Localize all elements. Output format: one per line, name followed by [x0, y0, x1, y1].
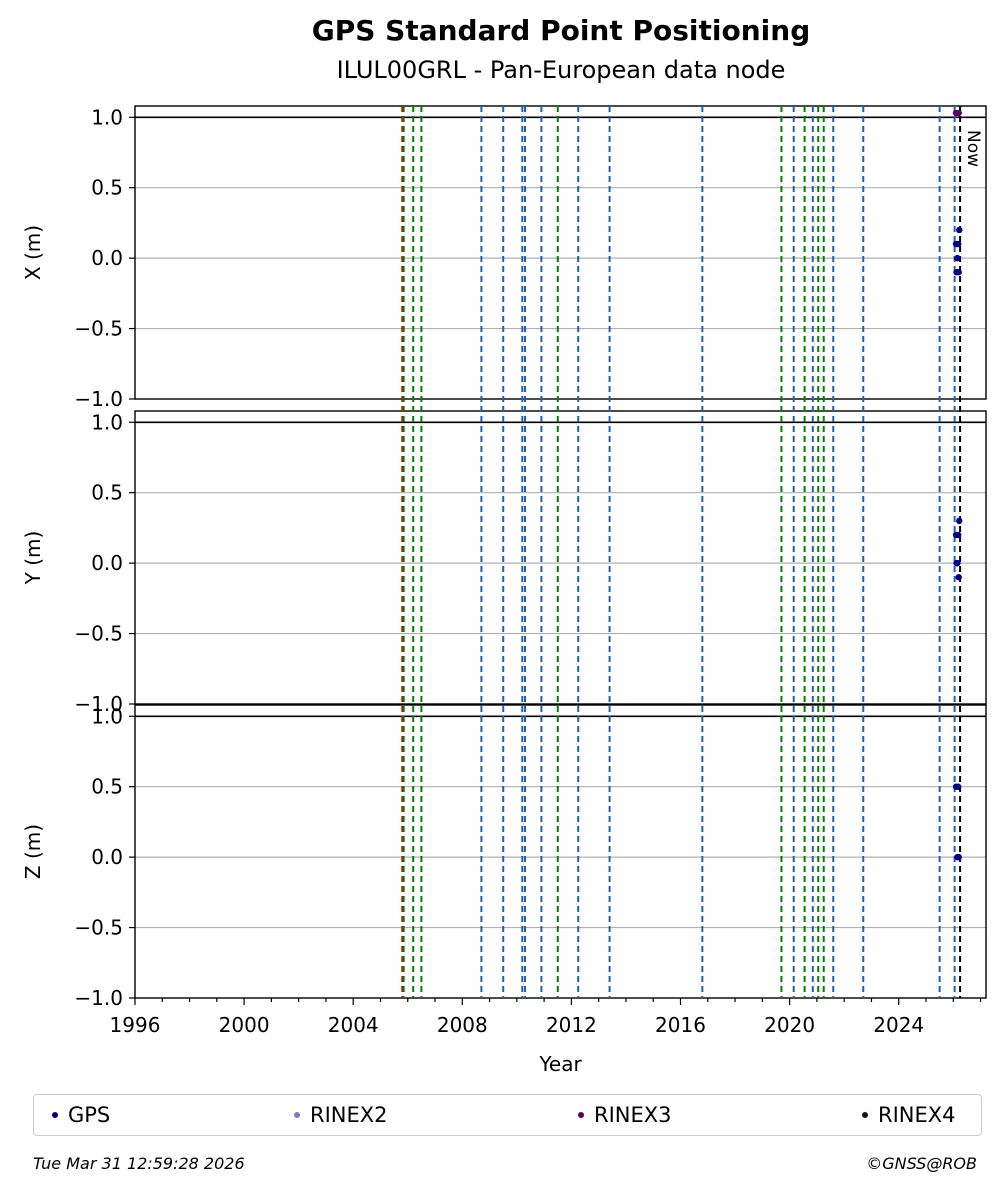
data-point [956, 517, 963, 525]
legend-item-rinex3: RINEX3 [578, 1103, 672, 1127]
y-tick-label: −1.0 [74, 692, 123, 716]
y-tick-label: 0.5 [91, 176, 123, 200]
x-axis-label: Year [538, 1052, 582, 1076]
y-tick-label: 1.0 [91, 704, 123, 728]
y-tick-label: 1.0 [91, 410, 123, 434]
y-axis-label: Y (m) [21, 531, 45, 586]
x-tick-label: 2012 [546, 1013, 597, 1037]
data-point [953, 269, 960, 276]
x-tick-label: 2020 [764, 1013, 815, 1037]
x-tick-label: 2004 [328, 1013, 379, 1037]
y-tick-label: 0.0 [91, 551, 123, 575]
x-tick-label: 2016 [655, 1013, 706, 1037]
legend-label-rinex3: RINEX3 [594, 1103, 672, 1127]
y-tick-label: 0.5 [91, 481, 123, 505]
legend-item-rinex2: RINEX2 [294, 1103, 388, 1127]
y-tick-label: −1.0 [74, 387, 123, 411]
data-point [954, 254, 961, 262]
y-tick-label: 0.0 [91, 845, 123, 869]
legend-label-gps: GPS [68, 1103, 111, 1127]
data-point [954, 783, 962, 790]
y-axis-label: Z (m) [21, 824, 45, 879]
panel-frame [134, 704, 987, 999]
legend-label-rinex4: RINEX4 [878, 1103, 956, 1127]
y-tick-label: −1.0 [74, 986, 123, 1010]
legend-marker-rinex4 [862, 1112, 868, 1118]
footer-credit: ©GNSS@ROB [866, 1154, 977, 1173]
legend-label-rinex2: RINEX2 [310, 1103, 388, 1127]
chart-subtitle: ILUL00GRL - Pan-European data node [336, 56, 786, 84]
y-tick-label: 1.0 [91, 105, 123, 129]
legend-marker-gps [52, 1112, 58, 1118]
data-point [955, 574, 962, 581]
y-tick-label: −0.5 [74, 916, 123, 940]
data-point [953, 559, 960, 567]
data-point [955, 853, 962, 861]
data-point [955, 109, 962, 117]
panel-frame [134, 105, 987, 400]
data-point [956, 226, 963, 234]
legend-marker-rinex2 [294, 1112, 300, 1118]
chart-legend: GPS RINEX2 RINEX3 RINEX4 [33, 1094, 982, 1136]
x-tick-label: 2008 [437, 1013, 488, 1037]
panel-frame [134, 410, 987, 705]
legend-marker-rinex3 [578, 1112, 584, 1118]
chart-svg: 1.0 0.5 0.0 −0.5 −1.0 X (m) 1.0 0.5 0.0 −0.5 −1.0 Y… [21, 105, 987, 1076]
x-tick-label: 2000 [219, 1013, 270, 1037]
x-tick-label: 2024 [873, 1013, 924, 1037]
y-tick-label: −0.5 [74, 622, 123, 646]
x-tick-label: 1996 [110, 1013, 161, 1037]
legend-item-gps: GPS [52, 1103, 110, 1127]
data-point [954, 531, 962, 539]
now-label: Now [963, 130, 983, 167]
data-point [954, 240, 962, 248]
y-tick-label: 0.0 [91, 246, 123, 270]
y-axis-label: X (m) [21, 225, 45, 280]
y-tick-label: −0.5 [74, 317, 123, 341]
footer-timestamp: Tue Mar 31 12:59:28 2026 [33, 1154, 245, 1173]
y-tick-label: 0.5 [91, 775, 123, 799]
chart-title: GPS Standard Point Positioning [311, 14, 811, 47]
legend-item-rinex4: RINEX4 [862, 1103, 956, 1127]
